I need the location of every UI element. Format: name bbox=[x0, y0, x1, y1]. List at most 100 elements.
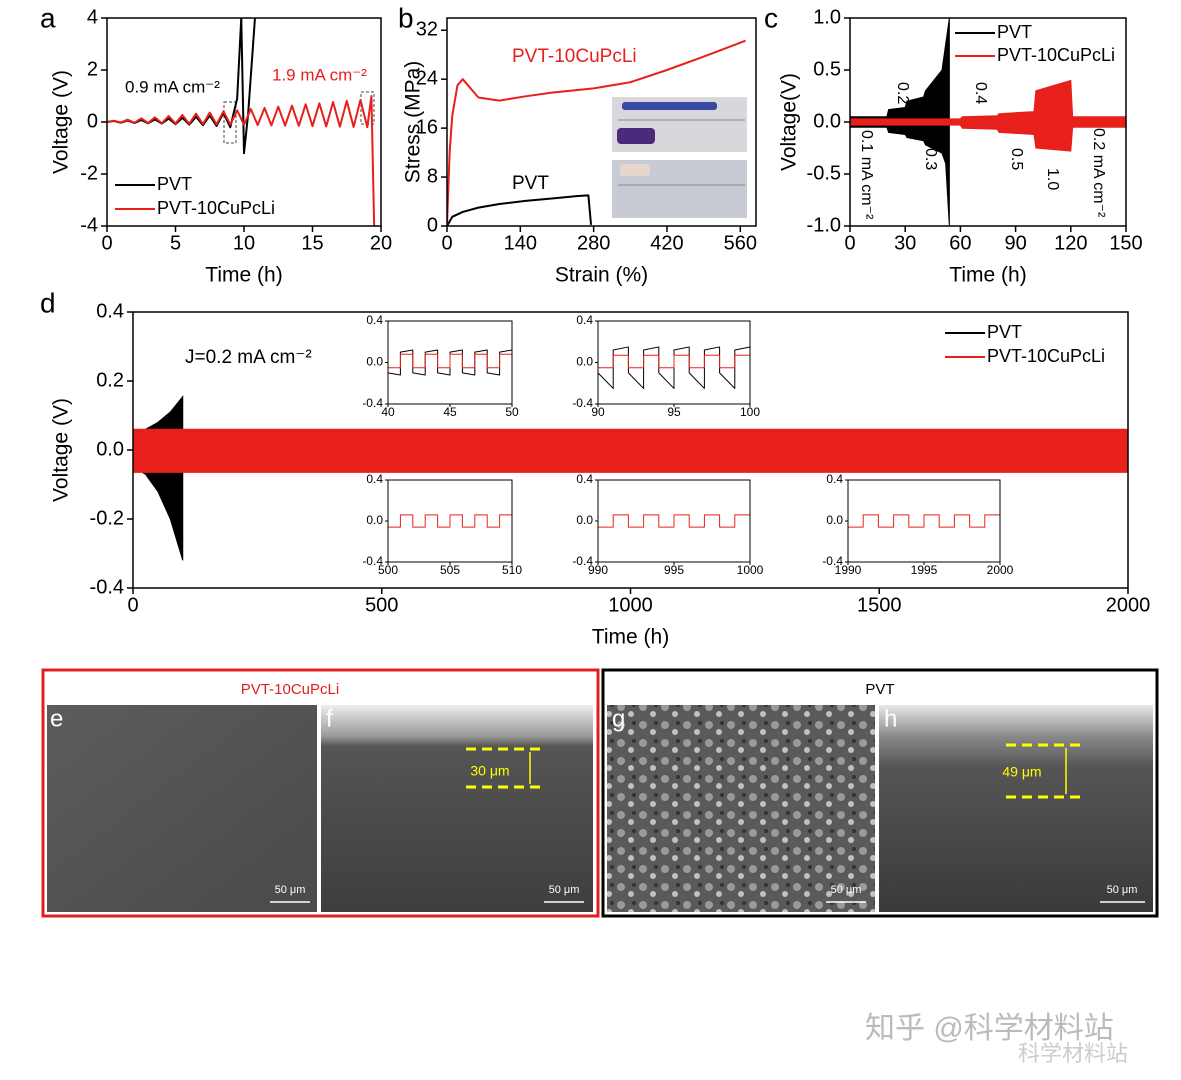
panel-label: e bbox=[50, 705, 63, 732]
x-tick-label: 0 bbox=[441, 232, 452, 254]
y-tick-label: 0.5 bbox=[813, 58, 841, 80]
x-tick-label: 15 bbox=[301, 232, 323, 254]
scale-label: 50 μm bbox=[1107, 884, 1138, 896]
legend-label: PVT-10CuPcLi bbox=[987, 346, 1105, 366]
annotation: 0.1 mA cm⁻² bbox=[858, 130, 875, 220]
group-frame bbox=[41, 668, 600, 918]
sem-image bbox=[607, 705, 875, 912]
y-tick-label: -0.5 bbox=[807, 162, 841, 184]
x-tick-label: 1000 bbox=[608, 594, 653, 616]
plot-area bbox=[447, 39, 746, 226]
x-tick-label: 5 bbox=[170, 232, 181, 254]
y-tick-label: 0.4 bbox=[96, 300, 124, 322]
x-tick-label: 0 bbox=[127, 594, 138, 616]
x-tick-label: 50 bbox=[505, 405, 519, 419]
x-tick-label: 30 bbox=[894, 232, 916, 254]
y-tick-label: 0.0 bbox=[576, 513, 593, 527]
line bbox=[598, 514, 750, 528]
y-tick-label: -0.4 bbox=[362, 554, 383, 568]
x-tick-label: 45 bbox=[443, 405, 457, 419]
y-tick-label: -0.4 bbox=[572, 396, 593, 410]
y-axis-label: Voltage (V) bbox=[50, 398, 73, 502]
x-axis-label: Strain (%) bbox=[555, 264, 648, 287]
y-tick-label: 0.0 bbox=[576, 355, 593, 369]
annotation: PVT bbox=[512, 173, 549, 194]
x-tick-label: 90 bbox=[1004, 232, 1026, 254]
photo-sample bbox=[620, 164, 650, 176]
group-title: PVT bbox=[865, 681, 894, 698]
line bbox=[107, 95, 376, 226]
axes-frame bbox=[847, 479, 1001, 563]
plot-area bbox=[848, 514, 1000, 528]
sem-image bbox=[321, 705, 593, 912]
line bbox=[598, 354, 750, 369]
x-tick-label: 60 bbox=[949, 232, 971, 254]
x-tick-label: 100 bbox=[740, 405, 760, 419]
x-tick-label: 505 bbox=[440, 563, 460, 577]
annotation: 1.0 bbox=[1044, 168, 1061, 190]
legend-label: PVT bbox=[987, 322, 1022, 342]
panel-label: h bbox=[884, 705, 897, 732]
group-frame bbox=[601, 668, 1159, 918]
y-tick-label: 2 bbox=[87, 58, 98, 80]
axes-frame bbox=[597, 479, 751, 563]
thickness-marker bbox=[466, 743, 1082, 799]
x-tick-label: 500 bbox=[378, 563, 398, 577]
x-tick-label: 10 bbox=[233, 232, 255, 254]
y-tick-label: 0.4 bbox=[826, 472, 843, 486]
x-tick-label: 120 bbox=[1054, 232, 1087, 254]
y-tick-label: 0.4 bbox=[366, 472, 383, 486]
y-tick-label: -2 bbox=[80, 162, 98, 184]
axes-frame bbox=[849, 17, 1127, 227]
panel-label: b bbox=[398, 2, 414, 33]
panel-label: c bbox=[764, 2, 778, 33]
annotation: 0.4 bbox=[972, 82, 989, 104]
x-tick-label: 40 bbox=[381, 405, 395, 419]
band bbox=[133, 428, 1128, 473]
y-tick-label: 1.0 bbox=[813, 6, 841, 28]
photo-sample bbox=[617, 128, 655, 144]
y-tick-label: 0.4 bbox=[576, 472, 593, 486]
zoom-box bbox=[223, 101, 237, 144]
line bbox=[388, 514, 512, 528]
x-tick-label: 0 bbox=[101, 232, 112, 254]
axes-frame bbox=[132, 311, 1129, 589]
line bbox=[388, 353, 512, 369]
y-tick-label: 0 bbox=[87, 110, 98, 132]
legend-label: PVT-10CuPcLi bbox=[157, 198, 275, 218]
y-tick-label: -0.4 bbox=[822, 554, 843, 568]
panel-label: d bbox=[40, 287, 56, 318]
axes-frame bbox=[446, 17, 757, 227]
x-tick-label: 995 bbox=[664, 563, 684, 577]
watermark: 知乎 @科学材料站 bbox=[865, 1012, 1114, 1045]
annotation: J=0.2 mA cm⁻² bbox=[185, 347, 312, 368]
annotation: 0.5 bbox=[1008, 148, 1025, 170]
legend-label: PVT bbox=[997, 22, 1032, 42]
plot-area bbox=[388, 349, 512, 376]
annotation: 1.9 mA cm⁻² bbox=[272, 65, 367, 84]
annotation: 0.3 bbox=[922, 148, 939, 170]
y-axis-label: Voltage(V) bbox=[778, 73, 801, 171]
panel-label: g bbox=[612, 705, 625, 732]
band bbox=[850, 79, 1126, 152]
x-tick-label: 2000 bbox=[987, 563, 1014, 577]
axes-frame bbox=[387, 320, 513, 405]
x-tick-label: 280 bbox=[577, 232, 610, 254]
y-tick-label: 0.0 bbox=[366, 355, 383, 369]
line bbox=[848, 514, 1000, 528]
scale-label: 50 μm bbox=[831, 884, 862, 896]
band bbox=[133, 395, 184, 561]
plot-area bbox=[850, 18, 1126, 226]
x-tick-label: 90 bbox=[591, 405, 605, 419]
x-tick-label: 2000 bbox=[1106, 594, 1151, 616]
line bbox=[598, 346, 750, 389]
annotation: 0.2 bbox=[894, 82, 911, 104]
y-tick-label: -0.4 bbox=[90, 576, 124, 598]
x-tick-label: 95 bbox=[667, 405, 681, 419]
x-tick-label: 1000 bbox=[737, 563, 764, 577]
plot-area bbox=[133, 395, 1128, 561]
sem-image bbox=[47, 705, 317, 912]
annotation: 0.2 mA cm⁻² bbox=[1090, 128, 1107, 218]
y-tick-label: 0.0 bbox=[96, 438, 124, 460]
